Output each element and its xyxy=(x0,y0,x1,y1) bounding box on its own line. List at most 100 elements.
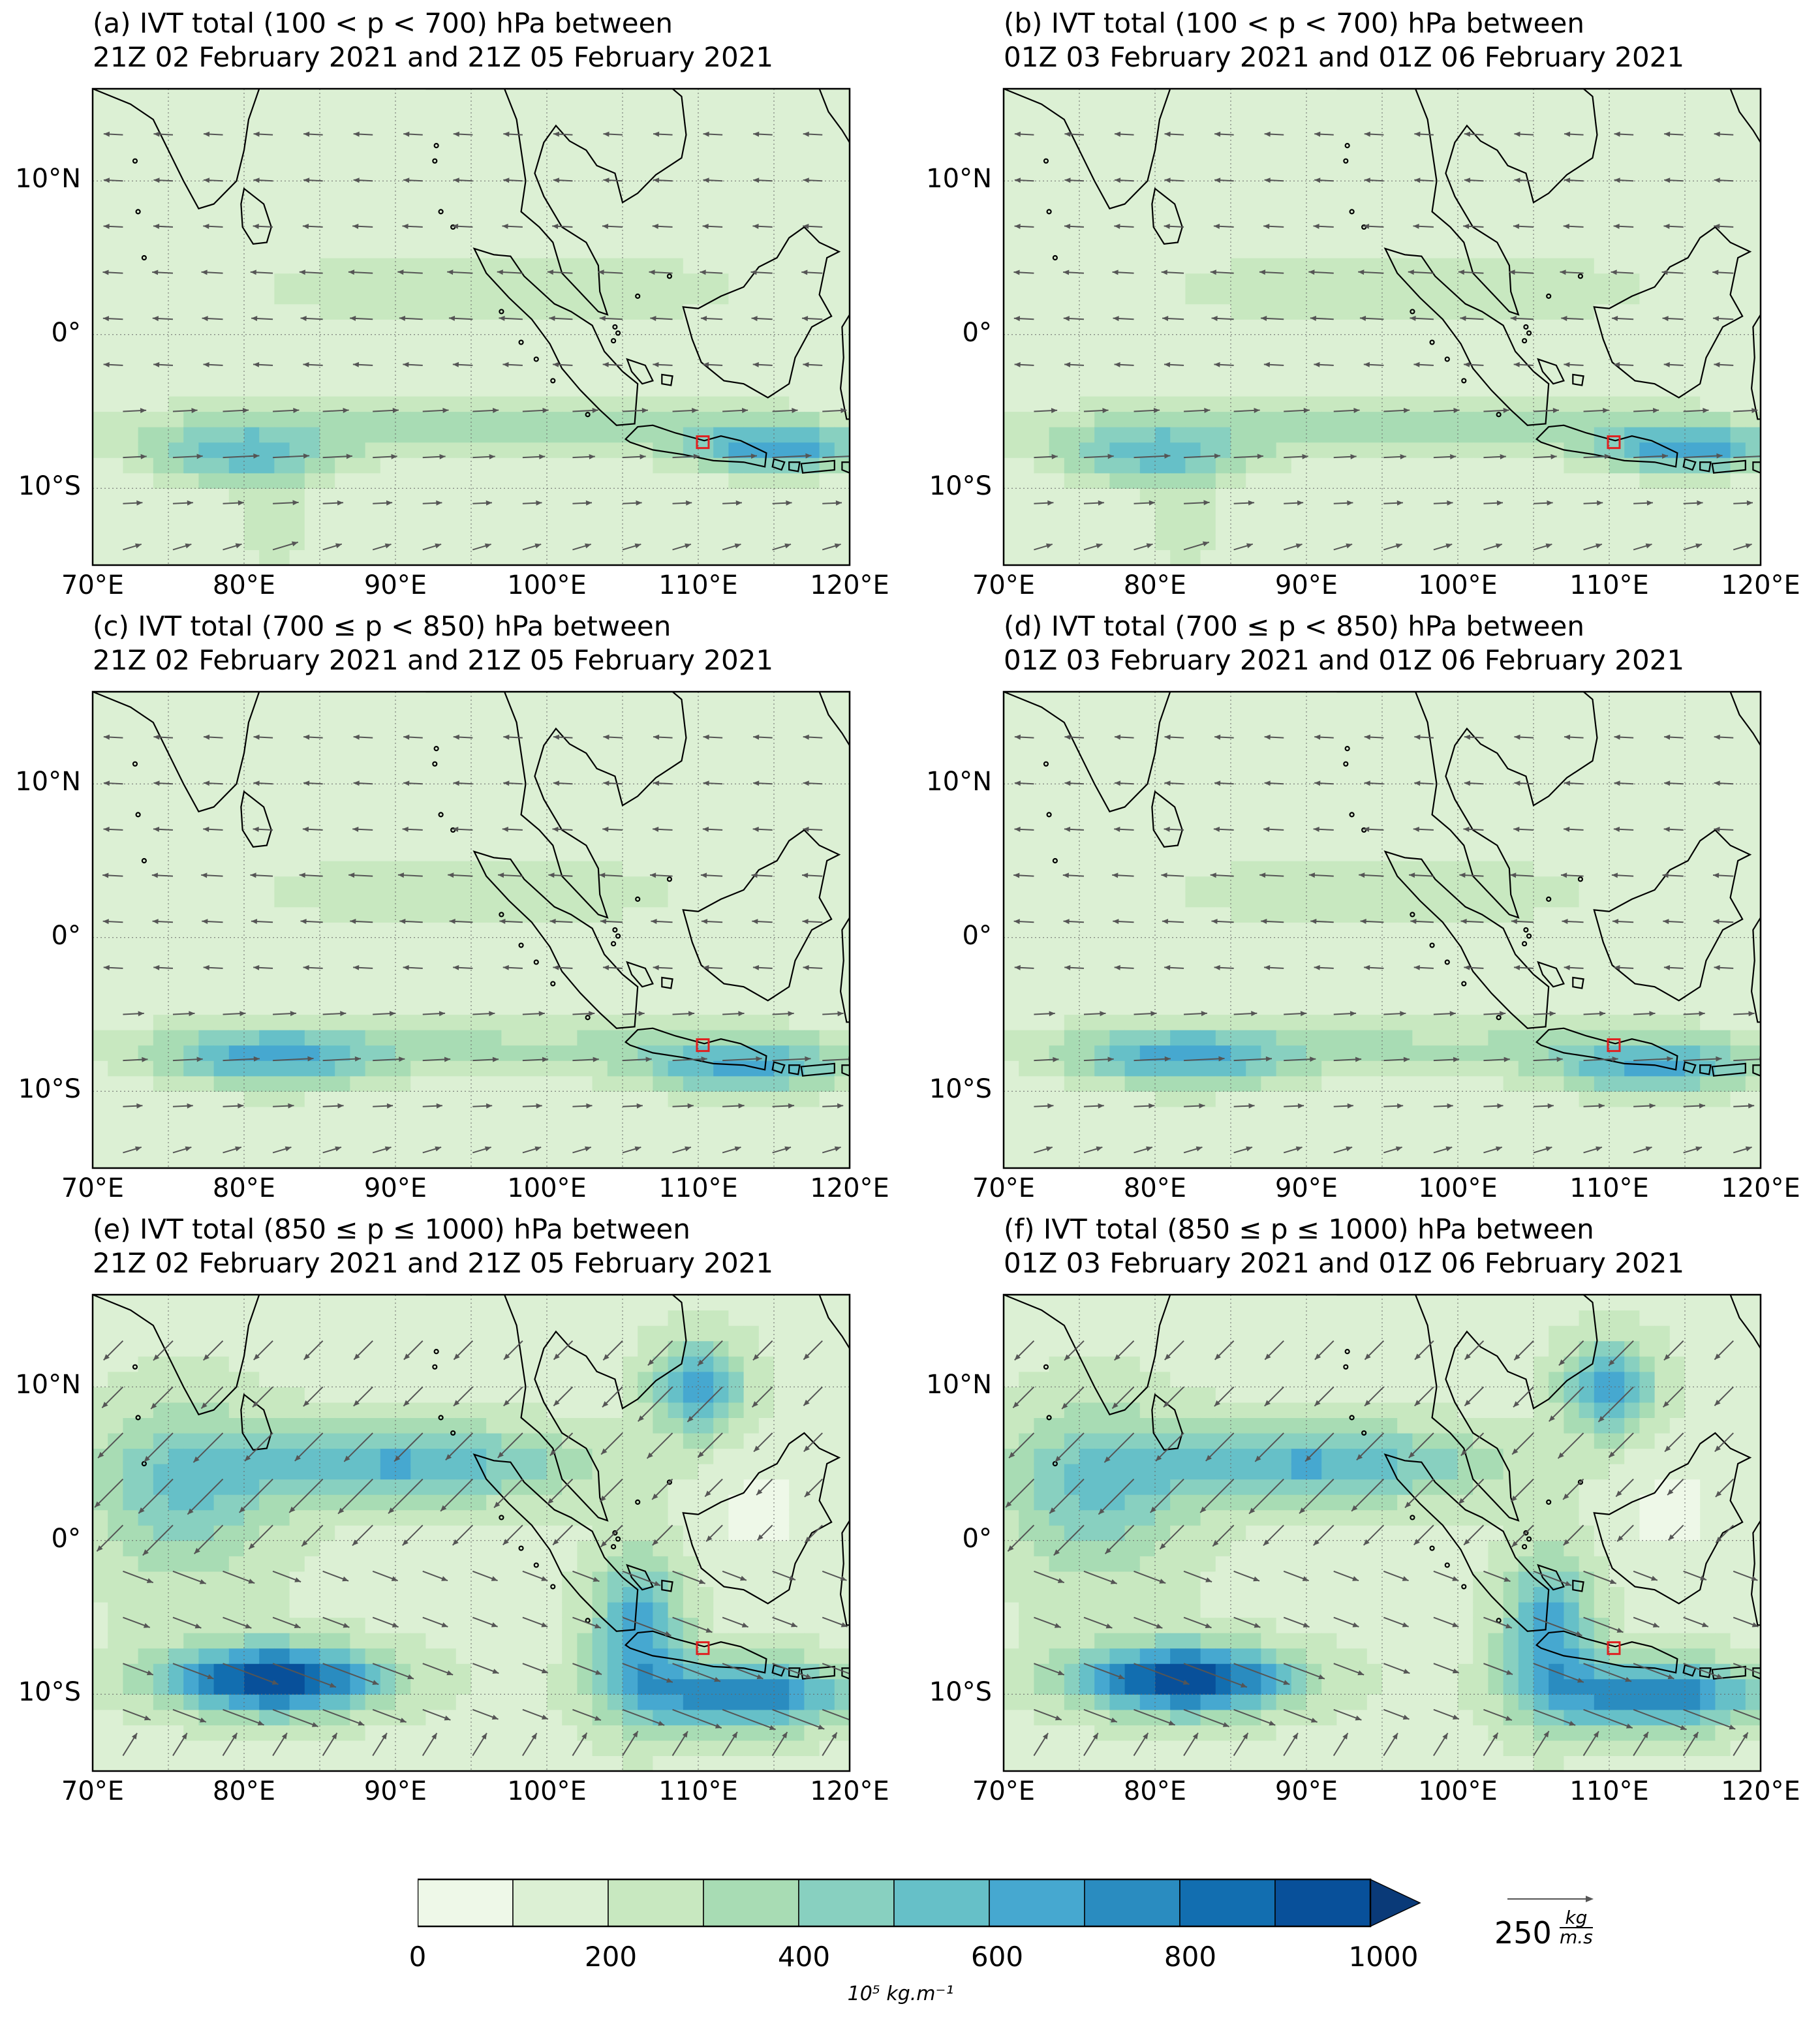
ivt-shading xyxy=(93,89,850,565)
lon-tick-label: 70°E xyxy=(972,1776,1036,1806)
map-frame xyxy=(1002,1293,1762,1772)
ivt-shading xyxy=(1004,1295,1761,1771)
lat-tick-label: 10°S xyxy=(18,471,81,502)
panel-title: (a) IVT total (100 < p < 700) hPa betwee… xyxy=(93,7,773,74)
lon-tick-label: 70°E xyxy=(972,570,1036,600)
lat-tick-label: 10°N xyxy=(926,767,992,797)
lon-tick-label: 100°E xyxy=(1418,1776,1498,1806)
colorbar-segment xyxy=(512,1879,609,1927)
lon-tick-label: 90°E xyxy=(1274,570,1338,600)
map-frame xyxy=(1002,87,1762,566)
map-panel-b: (b) IVT total (100 < p < 700) hPa betwee… xyxy=(911,0,1812,600)
lat-tick-label: 10°N xyxy=(926,164,992,194)
lat-tick-label: 0° xyxy=(51,920,81,951)
coastlines xyxy=(1004,89,1761,474)
coastlines xyxy=(1004,692,1761,1077)
ivt-vectors xyxy=(1013,131,1761,551)
lon-tick-label: 110°E xyxy=(658,1776,738,1806)
reference-unit-denominator: m.s xyxy=(1560,1926,1593,1948)
panel-title: (e) IVT total (850 ≤ p ≤ 1000) hPa betwe… xyxy=(93,1212,773,1280)
panel-title-line2: 01Z 03 February 2021 and 01Z 06 February… xyxy=(1004,1247,1685,1279)
coastlines xyxy=(93,692,850,1077)
coastlines xyxy=(93,89,850,474)
lon-tick-label: 70°E xyxy=(61,570,125,600)
reference-vector-unit: kg m.s xyxy=(1560,1909,1593,1947)
lon-tick-label: 70°E xyxy=(972,1173,1036,1203)
colorbar-segment xyxy=(703,1879,799,1927)
panel-title: (f) IVT total (850 ≤ p ≤ 1000) hPa betwe… xyxy=(1004,1212,1684,1280)
map-panel-f: (f) IVT total (850 ≤ p ≤ 1000) hPa betwe… xyxy=(911,1206,1812,1806)
lon-tick-label: 80°E xyxy=(1123,1776,1187,1806)
ivt-vectors xyxy=(102,131,850,551)
map-frame xyxy=(91,690,851,1169)
panel-title-line2: 01Z 03 February 2021 and 01Z 06 February… xyxy=(1004,41,1685,73)
colorbar-segment xyxy=(1179,1879,1276,1927)
colorbar-tick: 200 xyxy=(584,1941,638,1973)
ivt-map xyxy=(1002,690,1762,1169)
lon-tick-label: 120°E xyxy=(1721,1776,1800,1806)
lat-tick-label: 10°S xyxy=(929,1074,992,1105)
lat-tick-label: 0° xyxy=(51,317,81,348)
ivt-vectors xyxy=(94,1340,850,1756)
study-area-marker xyxy=(696,1038,710,1053)
ivt-vectors xyxy=(1013,734,1761,1154)
panel-title-line1: (a) IVT total (100 < p < 700) hPa betwee… xyxy=(93,7,673,39)
lat-tick-label: 10°S xyxy=(929,1677,992,1708)
lon-tick-label: 100°E xyxy=(507,570,587,600)
lat-tick-label: 0° xyxy=(962,317,992,348)
coastlines xyxy=(93,1295,850,1680)
reference-arrow-icon xyxy=(1507,1896,1594,1902)
ivt-shading xyxy=(93,692,850,1168)
study-area-marker xyxy=(1607,435,1621,450)
colorbar-tick: 0 xyxy=(409,1941,427,1973)
lon-tick-label: 80°E xyxy=(212,570,276,600)
gridlines xyxy=(93,1295,850,1771)
lon-tick-label: 110°E xyxy=(1569,1776,1649,1806)
colorbar-segment xyxy=(1084,1879,1180,1927)
study-area-marker xyxy=(1607,1641,1621,1656)
map-panel-e: (e) IVT total (850 ≤ p ≤ 1000) hPa betwe… xyxy=(0,1206,901,1806)
colorbar-segment xyxy=(798,1879,895,1927)
panel-title: (b) IVT total (100 < p < 700) hPa betwee… xyxy=(1004,7,1684,74)
gridlines xyxy=(93,692,850,1168)
gridlines xyxy=(1004,692,1761,1168)
panel-title-line2: 21Z 02 February 2021 and 21Z 05 February… xyxy=(93,1247,774,1279)
panel-title-line1: (c) IVT total (700 ≤ p < 850) hPa betwee… xyxy=(93,610,671,642)
study-area-marker xyxy=(1607,1038,1621,1053)
lon-tick-label: 120°E xyxy=(810,570,889,600)
lon-tick-label: 120°E xyxy=(1721,1173,1800,1203)
lat-tick-label: 0° xyxy=(962,920,992,951)
gridlines xyxy=(1004,1295,1761,1771)
panel-title-line2: 01Z 03 February 2021 and 01Z 06 February… xyxy=(1004,644,1685,676)
lon-tick-label: 80°E xyxy=(1123,1173,1187,1203)
ivt-shading xyxy=(93,1295,850,1771)
map-panel-d: (d) IVT total (700 ≤ p < 850) hPa betwee… xyxy=(911,603,1812,1203)
ivt-map xyxy=(91,1293,851,1772)
ivt-shading xyxy=(1004,692,1761,1168)
lon-tick-label: 110°E xyxy=(1569,1173,1649,1203)
colorbar-scale xyxy=(416,1878,1421,1928)
map-frame xyxy=(91,1293,851,1772)
colorbar-segment xyxy=(417,1879,514,1927)
ivt-map xyxy=(91,690,851,1169)
map-frame xyxy=(1002,690,1762,1169)
panel-title-line1: (e) IVT total (850 ≤ p ≤ 1000) hPa betwe… xyxy=(93,1213,690,1245)
panel-title-line2: 21Z 02 February 2021 and 21Z 05 February… xyxy=(93,644,774,676)
lon-tick-label: 100°E xyxy=(1418,570,1498,600)
colorbar-tick: 400 xyxy=(777,1941,831,1973)
lat-tick-label: 10°N xyxy=(15,1370,81,1400)
lat-tick-label: 10°N xyxy=(15,767,81,797)
lat-tick-label: 10°S xyxy=(18,1074,81,1105)
lon-tick-label: 100°E xyxy=(1418,1173,1498,1203)
ivt-vectors xyxy=(102,734,850,1154)
study-area-marker xyxy=(696,435,710,450)
lat-tick-label: 0° xyxy=(51,1523,81,1554)
lon-tick-label: 110°E xyxy=(658,570,738,600)
lon-tick-label: 70°E xyxy=(61,1776,125,1806)
coastlines xyxy=(1004,1295,1761,1680)
ivt-vectors xyxy=(1005,1340,1761,1756)
colorbar-segment xyxy=(1274,1879,1371,1927)
ivt-map xyxy=(1002,87,1762,566)
lon-tick-label: 90°E xyxy=(363,570,427,600)
lon-tick-label: 110°E xyxy=(1569,570,1649,600)
